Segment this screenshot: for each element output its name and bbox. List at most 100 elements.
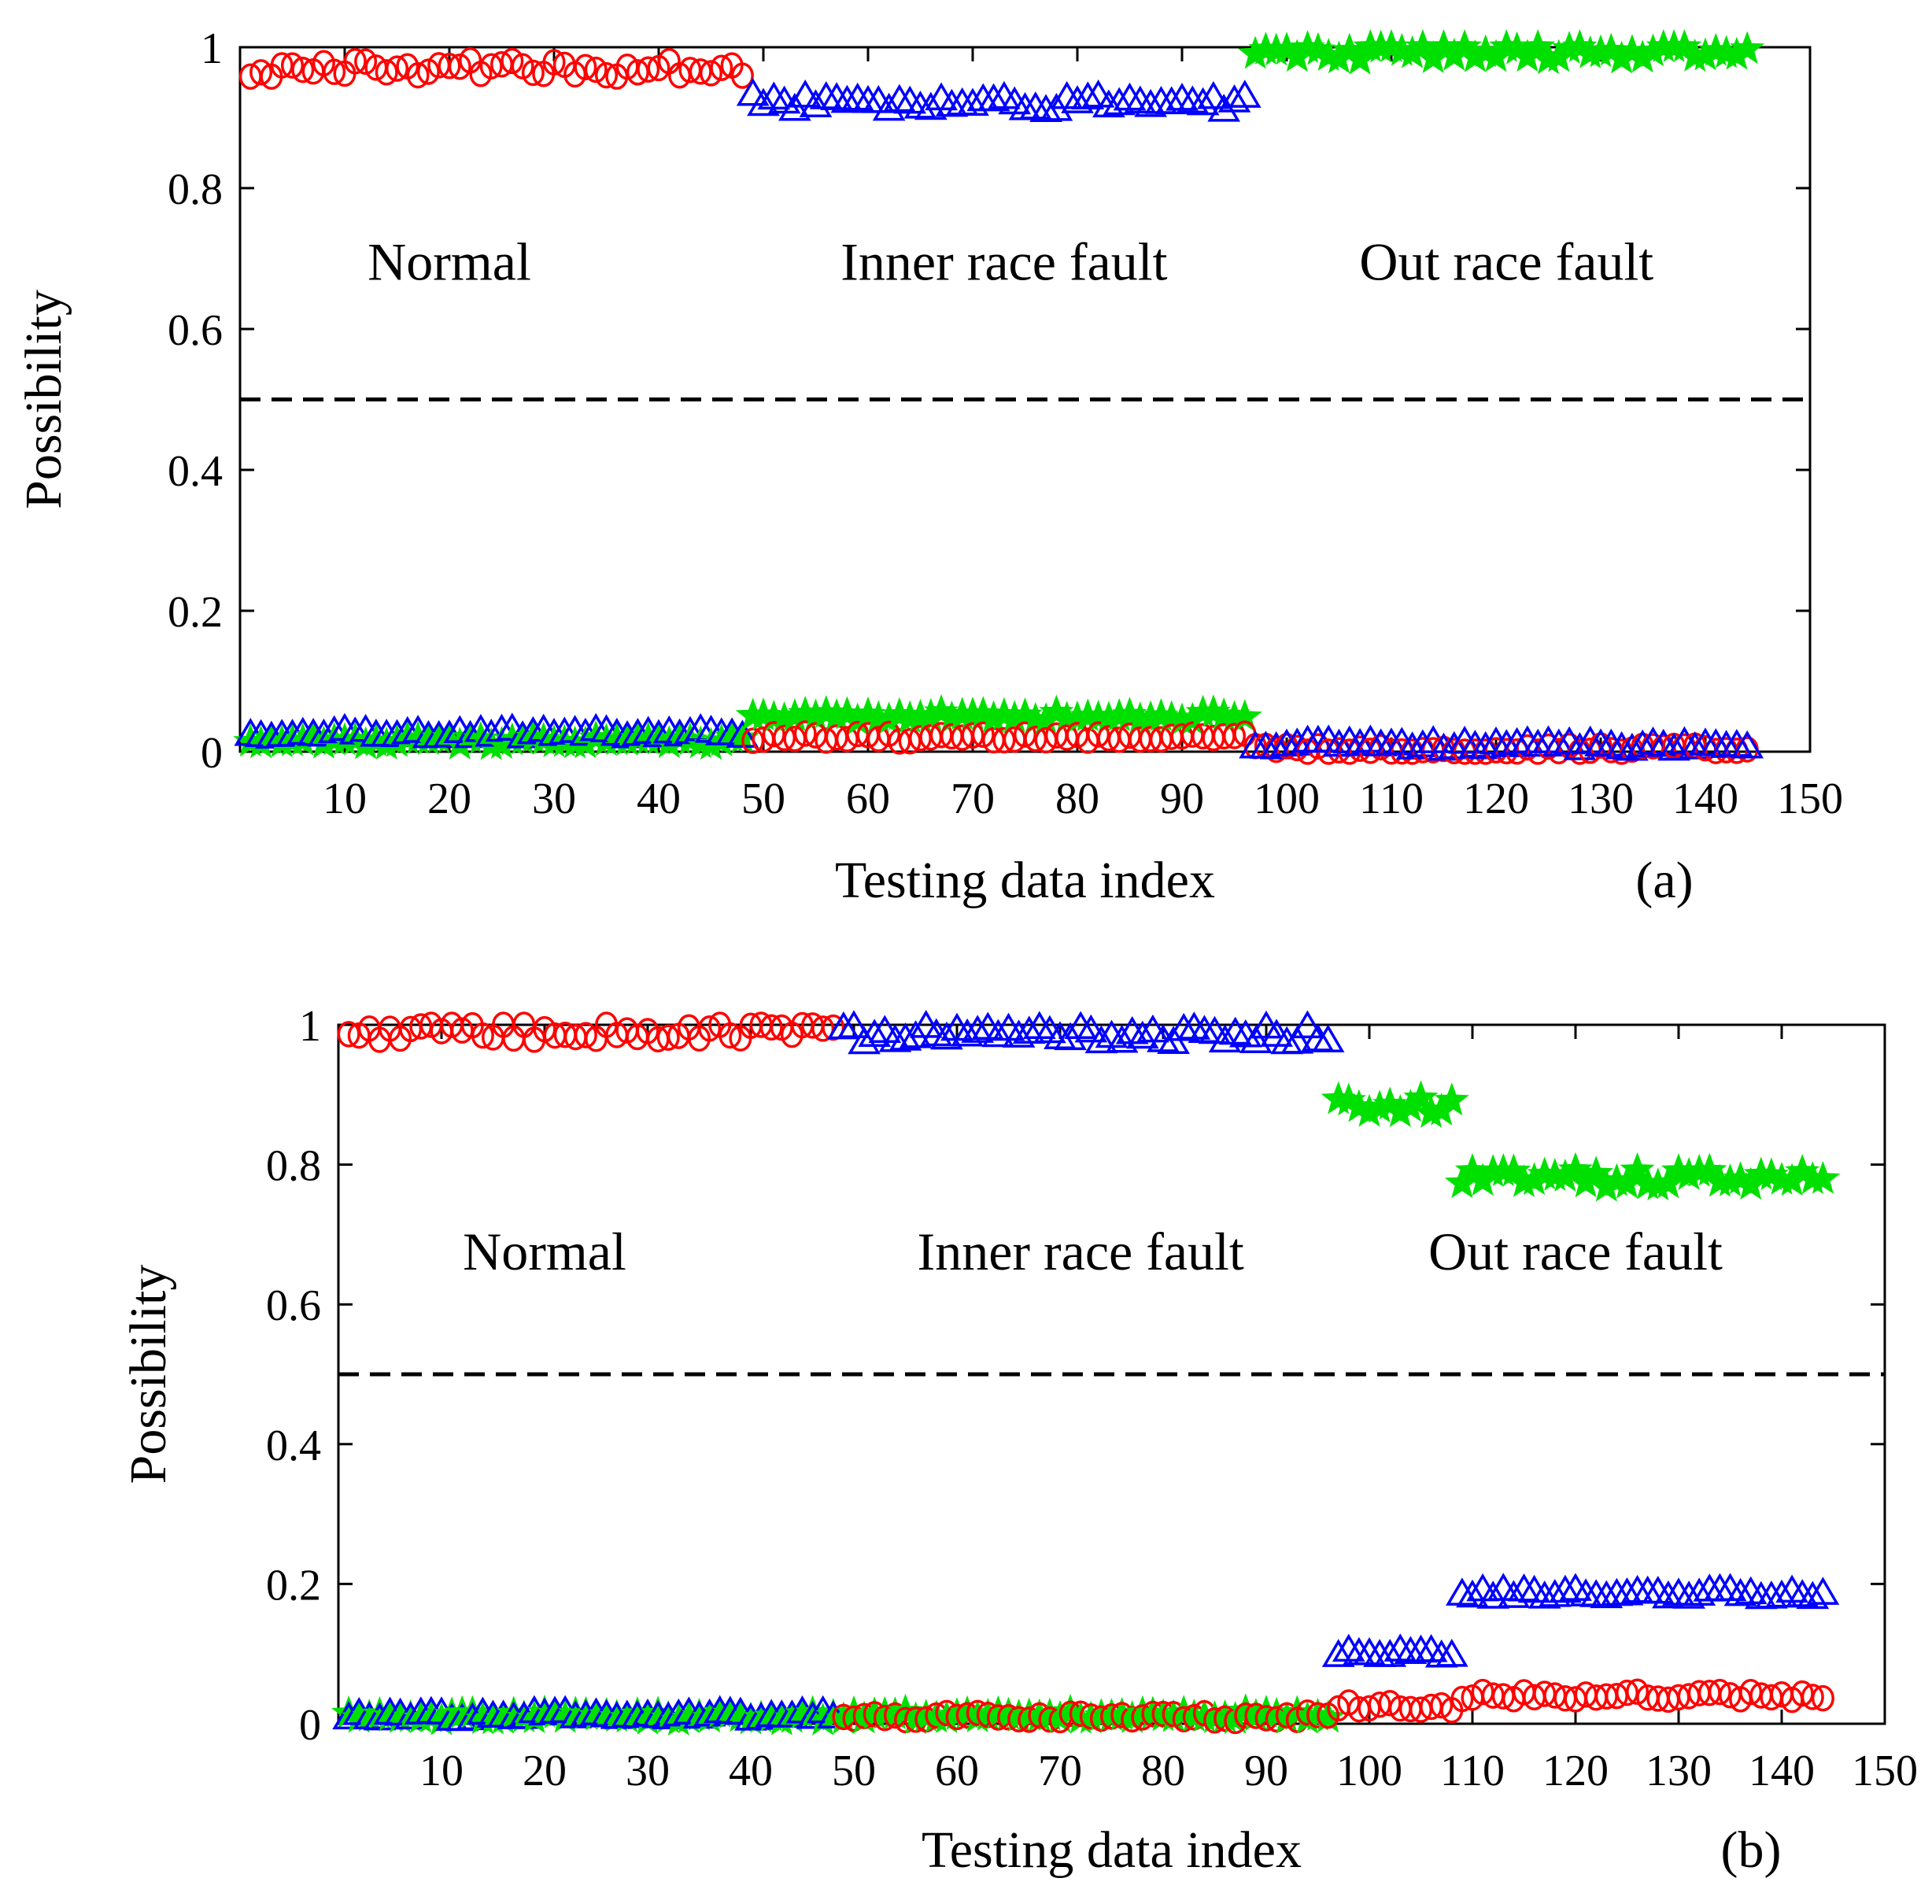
- data-point-red-circle: [521, 59, 545, 87]
- data-point-red-circle: [291, 56, 315, 83]
- data-point-red-circle: [406, 61, 430, 89]
- data-point-red-circle: [542, 49, 566, 76]
- data-point-blue-triangle: [858, 1019, 892, 1048]
- data-point-red-circle: [270, 52, 294, 79]
- data-point-green-star: [1805, 1161, 1841, 1194]
- y-tick-label: 0.4: [168, 447, 223, 496]
- data-point-blue-triangle: [977, 83, 1010, 112]
- data-point-blue-triangle: [1662, 1577, 1695, 1606]
- data-point-blue-triangle: [1092, 89, 1125, 118]
- data-point-blue-triangle: [789, 79, 822, 108]
- region-label: Normal: [368, 231, 531, 291]
- data-point-red-circle: [1087, 721, 1110, 748]
- y-tick-label: 0.6: [168, 306, 223, 355]
- x-tick-label: 90: [1160, 775, 1204, 823]
- data-point-red-circle: [1708, 1678, 1731, 1706]
- data-point-red-circle: [718, 1022, 742, 1049]
- data-point-red-circle: [698, 1015, 722, 1042]
- data-point-blue-triangle: [1291, 1010, 1324, 1039]
- data-point-blue-triangle: [1113, 82, 1147, 111]
- x-tick-label: 40: [729, 1747, 773, 1795]
- region-label: Out race fault: [1359, 231, 1653, 291]
- region-label: Inner race fault: [918, 1222, 1244, 1281]
- x-tick-label: 50: [741, 775, 785, 823]
- x-tick-label: 30: [626, 1747, 670, 1795]
- x-axis-label: Testing data index: [835, 852, 1215, 909]
- data-point-blue-triangle: [1796, 1581, 1830, 1610]
- data-point-red-circle: [700, 60, 722, 87]
- data-point-blue-triangle: [1197, 80, 1230, 109]
- x-tick-label: 40: [637, 775, 681, 823]
- data-point-green-star: [1730, 31, 1765, 65]
- x-tick-label: 140: [1672, 775, 1738, 823]
- data-point-blue-triangle: [1061, 85, 1094, 113]
- data-point-blue-triangle: [1573, 725, 1607, 754]
- data-point-red-circle: [961, 722, 984, 749]
- region-label: Normal: [463, 1222, 626, 1281]
- panel-label: (a): [1635, 852, 1693, 909]
- data-point-blue-triangle: [1154, 86, 1188, 115]
- x-tick-label: 20: [427, 775, 471, 823]
- data-point-blue-triangle: [736, 77, 770, 106]
- x-tick-label: 60: [846, 775, 890, 823]
- panel-label: (b): [1721, 1821, 1782, 1879]
- series-points: [331, 1009, 1841, 1736]
- data-point-blue-triangle: [883, 83, 916, 113]
- data-point-blue-triangle: [1731, 730, 1764, 759]
- data-point-red-circle: [450, 1017, 474, 1044]
- data-point-blue-triangle: [1373, 1639, 1407, 1667]
- data-point-red-circle: [281, 52, 304, 79]
- data-point-blue-triangle: [1720, 729, 1753, 757]
- data-point-red-circle: [249, 59, 273, 86]
- data-point-blue-triangle: [1074, 1014, 1108, 1043]
- data-point-blue-triangle: [1383, 1633, 1417, 1662]
- x-tick-label: 80: [1141, 1747, 1185, 1795]
- data-point-blue-triangle: [1217, 84, 1251, 113]
- x-tick-label: 130: [1646, 1747, 1712, 1795]
- data-point-blue-triangle: [1259, 731, 1293, 760]
- data-point-red-circle: [793, 720, 817, 747]
- data-point-red-circle: [416, 58, 440, 85]
- data-point-blue-triangle: [1678, 731, 1712, 760]
- x-tick-label: 10: [419, 1747, 464, 1795]
- data-point-blue-triangle: [694, 715, 728, 743]
- x-tick-label: 140: [1749, 1747, 1815, 1795]
- data-point-red-circle: [1430, 1691, 1454, 1719]
- y-tick-label: 0.8: [168, 165, 223, 214]
- data-point-blue-triangle: [1437, 730, 1471, 760]
- x-tick-label: 150: [1852, 1747, 1918, 1795]
- data-point-blue-triangle: [1765, 1579, 1798, 1608]
- data-point-blue-triangle: [1657, 732, 1690, 761]
- x-tick-label: 110: [1359, 775, 1424, 823]
- data-point-blue-triangle: [1616, 732, 1649, 761]
- x-tick-label: 90: [1244, 1747, 1288, 1795]
- data-point-blue-triangle: [899, 1020, 933, 1048]
- data-point-blue-triangle: [1538, 1578, 1572, 1607]
- data-point-red-circle: [595, 61, 618, 89]
- y-tick-label: 0: [299, 1701, 321, 1750]
- data-point-blue-triangle: [981, 1019, 1015, 1048]
- data-point-blue-triangle: [1723, 1577, 1757, 1606]
- x-tick-label: 70: [1038, 1747, 1082, 1795]
- data-point-blue-triangle: [1563, 732, 1597, 760]
- data-point-red-circle: [375, 59, 398, 86]
- data-point-blue-triangle: [1527, 1581, 1561, 1609]
- data-point-red-circle: [1358, 1695, 1381, 1722]
- data-point-blue-triangle: [1134, 89, 1167, 117]
- data-point-red-circle: [656, 1024, 680, 1051]
- data-point-red-circle: [337, 1021, 360, 1048]
- region-label: Inner race fault: [840, 231, 1167, 291]
- data-point-blue-triangle: [1103, 87, 1136, 116]
- data-point-blue-triangle: [1672, 1581, 1705, 1609]
- data-point-blue-triangle: [1228, 79, 1262, 108]
- series-points: [233, 28, 1765, 765]
- data-point-red-circle: [1014, 721, 1036, 749]
- x-tick-label: 20: [523, 1747, 567, 1795]
- data-point-green-star: [1310, 1699, 1346, 1733]
- x-axis-label: Testing data index: [922, 1821, 1302, 1879]
- x-tick-label: 100: [1254, 775, 1320, 823]
- data-point-blue-triangle: [919, 1018, 953, 1047]
- data-point-green-star: [1227, 699, 1262, 732]
- data-point-blue-triangle: [956, 87, 989, 116]
